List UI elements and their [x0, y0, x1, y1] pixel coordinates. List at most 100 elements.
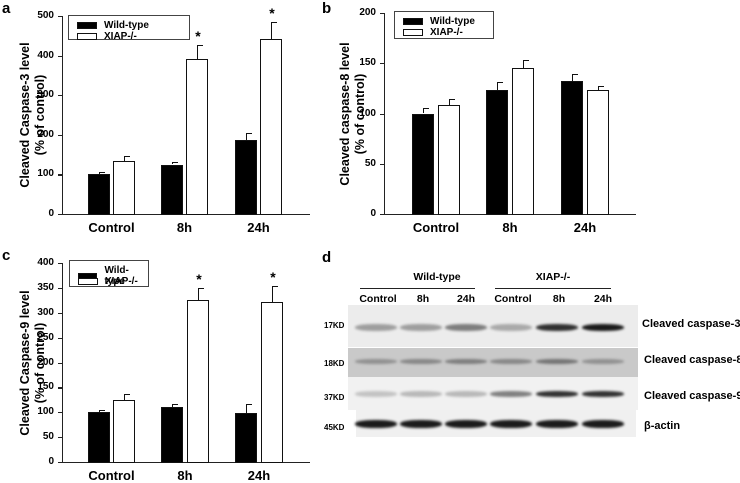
y-tick	[58, 16, 62, 18]
bar-wild-type-control	[412, 113, 434, 215]
blot-band	[490, 420, 532, 428]
error-bar	[99, 172, 105, 175]
bar-wild-type-24h	[561, 81, 583, 215]
legend-swatch	[403, 29, 423, 36]
bar-xiap-8h	[512, 68, 534, 215]
bar-xiap-8h	[186, 58, 208, 215]
bar-wild-type-24h	[235, 412, 257, 463]
legend-swatch	[403, 18, 423, 25]
y-axis-label: Cleaved caspase-8 level (% of control)	[338, 24, 368, 204]
error-bar	[271, 22, 277, 40]
blot-band	[355, 324, 397, 331]
y-tick-label: 50	[364, 157, 376, 169]
blot-band	[536, 359, 578, 364]
x-category-label: 24h	[247, 220, 270, 235]
lane-label: 8h	[552, 293, 566, 305]
x-axis	[62, 462, 310, 464]
bar-xiap-24h	[260, 39, 282, 215]
x-category-label: 24h	[573, 220, 597, 235]
y-axis	[62, 16, 64, 215]
y-tick	[58, 214, 62, 216]
y-axis-label-line2: (% of control)	[33, 74, 47, 156]
legend: Wild-type XIAP-/-	[69, 260, 149, 287]
error-bar	[523, 60, 529, 69]
y-tick-label: 0	[370, 208, 376, 219]
western-blot-panel: Wild-type XIAP-/- Control 8h 24h Control…	[320, 245, 740, 481]
y-tick	[380, 13, 384, 15]
y-tick-label: 0	[48, 208, 54, 219]
blot-band	[582, 391, 624, 397]
y-tick-label: 300	[37, 306, 54, 318]
bar-xiap-control	[113, 160, 135, 215]
bar-wild-type-8h	[486, 90, 508, 215]
legend-item-xiap: XIAP-/-	[78, 276, 138, 287]
chart-panel-c: 0 50 100 150 200 250 300 350 400 Cleaved Caspase-…	[0, 245, 320, 483]
y-tick-label: 150	[37, 381, 54, 393]
y-tick	[380, 214, 384, 216]
significance-star: *	[196, 271, 202, 288]
y-tick-label: 400	[37, 257, 54, 268]
blot-band	[445, 420, 487, 428]
chart-panel-a: 0 100 200 300 400 500 Cleaved Caspase-3 level(…	[0, 0, 320, 245]
error-bar	[246, 404, 252, 413]
error-bar	[572, 74, 578, 82]
x-category-label: 8h	[502, 220, 518, 235]
chart-panel-b: 0 50 100 150 200 Cleaved caspase-8 level (% of…	[320, 0, 650, 245]
blot-row-label-caspase-8: Cleaved caspase-8	[644, 354, 740, 366]
error-bar	[198, 288, 204, 300]
y-axis-label: Cleaved Caspase-3 level (% of control)	[18, 25, 48, 205]
blot-band	[536, 391, 578, 397]
y-tick-label: 100	[37, 168, 54, 180]
y-tick	[58, 437, 62, 439]
y-tick-label: 200	[37, 128, 54, 140]
error-bar	[124, 156, 130, 161]
bar-xiap-control	[438, 105, 460, 215]
blot-band	[355, 420, 397, 428]
blot-group-xiap: XIAP-/-	[535, 271, 571, 283]
blot-row-label-caspase-3: Cleaved caspase-3	[642, 318, 740, 330]
blot-band	[582, 359, 624, 364]
y-tick-label: 150	[359, 57, 376, 69]
legend-item-xiap: XIAP-/-	[77, 31, 137, 42]
y-tick-label: 500	[37, 10, 54, 21]
legend-label: Wild-type	[104, 265, 129, 287]
error-bar	[449, 99, 455, 106]
error-bar	[124, 394, 130, 400]
blot-strip-caspase-8	[348, 348, 638, 377]
bar-wild-type-8h	[161, 164, 183, 215]
y-tick	[58, 287, 62, 290]
blot-band	[536, 420, 578, 428]
error-bar	[172, 162, 178, 165]
y-axis-label-line1: Cleaved caspase-8 level	[338, 41, 352, 186]
error-bar	[272, 286, 278, 303]
y-tick	[58, 95, 62, 97]
error-bar	[497, 82, 503, 91]
x-axis	[384, 214, 636, 216]
panel-letter-a: a	[2, 0, 11, 17]
error-bar	[423, 108, 429, 114]
y-axis-label: Cleaved Caspase-9 level (% of control)	[18, 273, 48, 453]
y-tick	[58, 174, 62, 176]
panel-letter-d: d	[322, 249, 332, 266]
kd-label: 37KD	[324, 393, 345, 402]
legend-label: XIAP-/-	[430, 27, 463, 38]
y-tick-label: 250	[37, 331, 54, 343]
y-tick	[58, 387, 62, 389]
blot-band	[582, 420, 624, 428]
blot-band	[355, 391, 397, 397]
y-axis-label-line1: Cleaved Caspase-9 level	[18, 289, 32, 436]
x-category-label: 8h	[176, 220, 193, 235]
y-tick	[58, 312, 62, 314]
blot-group-line	[360, 288, 475, 290]
lane-label: 24h	[456, 293, 476, 305]
blot-band	[536, 324, 578, 331]
y-tick	[58, 362, 62, 364]
y-tick	[58, 134, 62, 136]
blot-row-label-caspase-9: Cleaved caspase-9	[644, 390, 740, 402]
bar-wild-type-8h	[161, 406, 183, 463]
blot-band	[490, 391, 532, 397]
y-tick	[58, 337, 62, 339]
error-bar	[99, 409, 105, 413]
y-tick	[58, 462, 62, 464]
blot-band	[445, 391, 487, 397]
